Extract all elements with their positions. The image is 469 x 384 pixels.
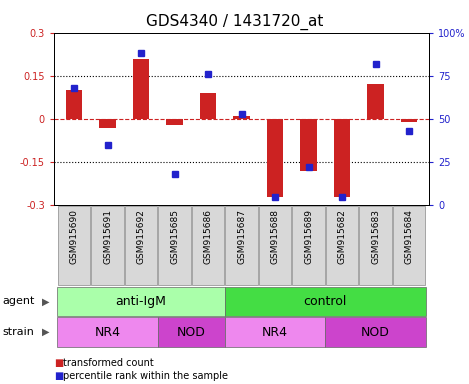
- Text: GSM915690: GSM915690: [69, 210, 78, 265]
- Text: NOD: NOD: [361, 326, 390, 339]
- Text: anti-IgM: anti-IgM: [115, 295, 166, 308]
- Bar: [326, 206, 358, 285]
- Text: ▶: ▶: [42, 327, 49, 337]
- Text: GSM915686: GSM915686: [204, 210, 212, 265]
- Bar: [57, 318, 158, 347]
- Text: GSM915687: GSM915687: [237, 210, 246, 265]
- Bar: [293, 206, 325, 285]
- Bar: [226, 206, 257, 285]
- Text: GSM915682: GSM915682: [338, 210, 347, 264]
- Bar: [125, 206, 157, 285]
- Bar: [57, 287, 225, 316]
- Bar: [259, 206, 291, 285]
- Text: NR4: NR4: [262, 326, 288, 339]
- Text: NOD: NOD: [177, 326, 206, 339]
- Text: GSM915684: GSM915684: [405, 210, 414, 264]
- Bar: [133, 58, 150, 119]
- Bar: [225, 318, 325, 347]
- Text: GSM915685: GSM915685: [170, 210, 179, 265]
- Text: GSM915689: GSM915689: [304, 210, 313, 265]
- Text: GSM915692: GSM915692: [136, 210, 145, 264]
- Text: percentile rank within the sample: percentile rank within the sample: [63, 371, 228, 381]
- Text: GSM915691: GSM915691: [103, 210, 112, 265]
- Text: GDS4340 / 1431720_at: GDS4340 / 1431720_at: [146, 13, 323, 30]
- Bar: [393, 206, 425, 285]
- Bar: [166, 119, 183, 125]
- Bar: [233, 116, 250, 119]
- Text: control: control: [303, 295, 347, 308]
- Text: GSM915688: GSM915688: [271, 210, 280, 265]
- Bar: [66, 90, 83, 119]
- Text: transformed count: transformed count: [63, 358, 154, 368]
- Bar: [359, 206, 392, 285]
- Bar: [91, 206, 124, 285]
- Bar: [158, 318, 225, 347]
- Text: NR4: NR4: [95, 326, 121, 339]
- Bar: [267, 119, 283, 197]
- Bar: [225, 287, 426, 316]
- Bar: [159, 206, 190, 285]
- Bar: [333, 119, 350, 197]
- Bar: [192, 206, 224, 285]
- Bar: [325, 318, 426, 347]
- Bar: [300, 119, 317, 171]
- Text: agent: agent: [2, 296, 35, 306]
- Bar: [401, 119, 417, 122]
- Text: strain: strain: [2, 327, 34, 337]
- Bar: [367, 84, 384, 119]
- Text: GSM915683: GSM915683: [371, 210, 380, 265]
- Bar: [200, 93, 216, 119]
- Bar: [99, 119, 116, 127]
- Bar: [58, 206, 90, 285]
- Text: ■: ■: [54, 358, 63, 368]
- Text: ■: ■: [54, 371, 63, 381]
- Text: ▶: ▶: [42, 296, 49, 306]
